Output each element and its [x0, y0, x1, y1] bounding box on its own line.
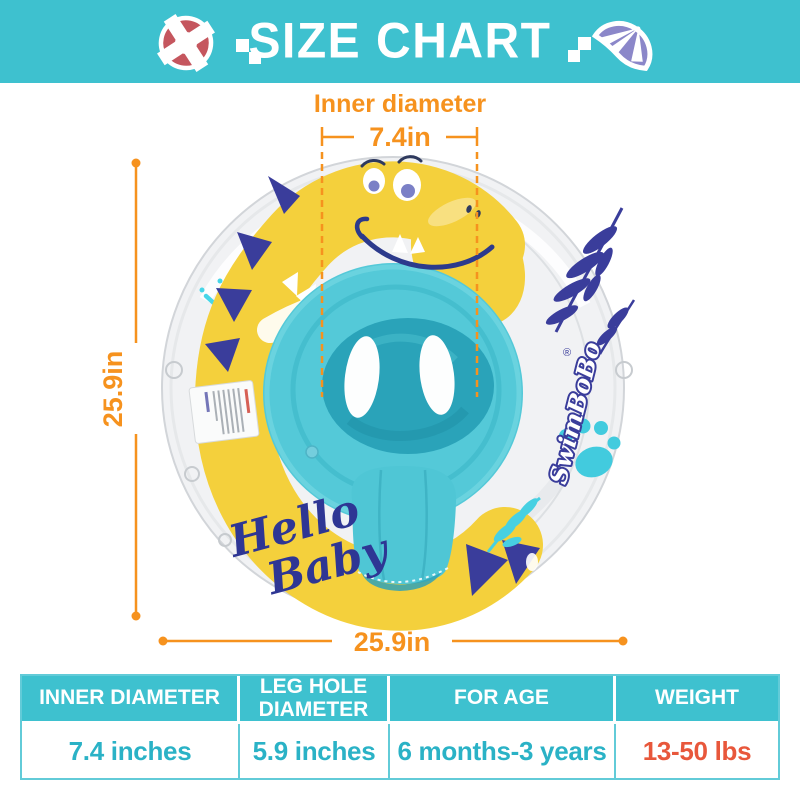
size-table-header-row: INNER DIAMETER LEG HOLE DIAMETER FOR AGE…: [22, 675, 778, 724]
size-table: INNER DIAMETER LEG HOLE DIAMETER FOR AGE…: [20, 674, 780, 780]
inner-diameter-annotation: Inner diameter 7.4in: [314, 90, 487, 397]
pixel-sparkle: [236, 39, 249, 52]
beach-umbrella-icon: [592, 21, 653, 72]
value-inner-diameter: 7.4 inches: [22, 724, 240, 778]
tooth: [410, 237, 425, 254]
value-for-age: 6 months-3 years: [390, 724, 616, 778]
leg-hole-right: [419, 335, 455, 415]
paw-print-decoration: [559, 418, 621, 478]
cyan-leaf-decoration: [486, 496, 541, 553]
value-leg-hole-diameter: 5.9 inches: [240, 724, 390, 778]
value-weight: 13-50 lbs: [616, 724, 778, 778]
air-valve: [305, 445, 319, 459]
warning-label: [188, 380, 260, 444]
dinosaur-tail-spikes: [466, 540, 540, 596]
pixel-sparkle: [578, 37, 591, 50]
leg-hole-left: [344, 336, 380, 418]
width-dimension-annotation: 25.9in: [158, 627, 628, 657]
smile: [359, 233, 495, 270]
eyebrow-right: [397, 155, 423, 164]
registered-mark: ®: [563, 347, 571, 359]
height-dimension-value: 25.9in: [98, 351, 128, 428]
pixel-sparkle: [249, 52, 261, 64]
ring-weld-seals: [165, 361, 633, 547]
dinosaur-face: [354, 155, 495, 270]
header-for-age: FOR AGE: [390, 676, 616, 724]
width-dimension-value: 25.9in: [354, 627, 431, 657]
tooth: [392, 234, 408, 253]
header-inner-diameter: INNER DIAMETER: [22, 676, 240, 724]
life-ring-icon: [157, 14, 215, 72]
size-table-value-row: 7.4 inches 5.9 inches 6 months-3 years 1…: [22, 724, 778, 778]
pixel-sparkle: [568, 50, 580, 62]
header-weight: WEIGHT: [616, 676, 778, 724]
baby-seat: [263, 263, 523, 523]
header-leg-hole-diameter: LEG HOLE DIAMETER: [240, 675, 390, 724]
eyebrow-left: [360, 159, 386, 168]
front-bumper: [351, 466, 457, 591]
header-banner: SIZE CHART: [0, 0, 800, 83]
height-dimension-annotation: 25.9in: [98, 158, 141, 621]
inner-diameter-label: Inner diameter: [314, 90, 487, 118]
inner-diameter-value: 7.4in: [369, 122, 431, 152]
page-title: SIZE CHART: [248, 13, 552, 70]
palm-leaf-decoration: [545, 207, 636, 355]
